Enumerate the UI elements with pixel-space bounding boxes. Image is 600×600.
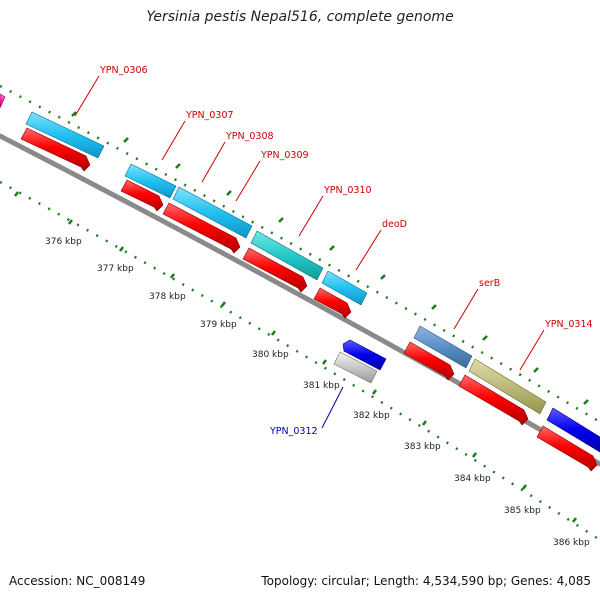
- scale-label: 378 kbp: [149, 292, 186, 302]
- label-leaders: [74, 75, 545, 429]
- outer-ruler-major-ticks: [71, 111, 589, 405]
- scale-label: 384 kbp: [454, 474, 491, 484]
- scale-label: 380 kbp: [252, 350, 289, 360]
- gene-label[interactable]: YPN_0309: [260, 150, 309, 161]
- outer-ruler-track: [0, 84, 600, 424]
- inner-ruler-track: [0, 180, 600, 542]
- gene-bar-right-edge[interactable]: [546, 407, 600, 453]
- scale-labels: 376 kbp 377 kbp 378 kbp 379 kbp 380 kbp …: [45, 237, 590, 548]
- inner-ruler-major-ticks: [13, 191, 578, 523]
- gene-bar-deoD[interactable]: [321, 270, 368, 306]
- leader-line: [355, 229, 382, 271]
- gene-bar-ypn0309[interactable]: [250, 230, 324, 281]
- gene-label[interactable]: YPN_0314: [544, 319, 593, 330]
- cds-arrow[interactable]: [242, 247, 308, 293]
- gene-label[interactable]: YPN_0310: [323, 185, 372, 196]
- gene-track-reverse: [333, 339, 387, 384]
- gene-bar-ypn0312[interactable]: [333, 351, 378, 384]
- topology-text: Topology: circular; Length: 4,534,590 bp…: [261, 574, 591, 588]
- leader-line: [201, 141, 226, 183]
- gene-label[interactable]: YPN_0308: [225, 131, 274, 142]
- gene-track-forward: [0, 93, 600, 453]
- cds-arrow[interactable]: [458, 374, 529, 426]
- accession-text: Accession: NC_008149: [9, 574, 146, 588]
- cds-arrow[interactable]: [536, 425, 598, 472]
- scale-label: 386 kbp: [553, 538, 590, 548]
- cds-track: [20, 127, 598, 472]
- gene-label[interactable]: YPN_0307: [185, 110, 234, 121]
- gene-bar-ypn0308[interactable]: [172, 186, 253, 239]
- scale-label: 379 kbp: [200, 320, 237, 330]
- scale-label: 377 kbp: [97, 264, 134, 274]
- scale-label: 376 kbp: [45, 237, 82, 247]
- gene-label[interactable]: YPN_0312: [269, 426, 318, 437]
- leader-line: [321, 386, 344, 429]
- gene-bar-ypn0306[interactable]: [25, 111, 105, 159]
- cds-arrow[interactable]: [120, 179, 164, 212]
- cds-arrow[interactable]: [162, 202, 241, 254]
- leader-line: [161, 120, 186, 161]
- scale-label: 385 kbp: [504, 506, 541, 516]
- leader-line: [235, 160, 261, 202]
- leader-line: [519, 329, 545, 371]
- genome-title: Yersinia pestis Nepal516, complete genom…: [146, 9, 454, 25]
- gene-arrow-reverse-blue[interactable]: [342, 339, 387, 371]
- gene-bar-ypn0314[interactable]: [468, 358, 547, 415]
- leader-line: [453, 288, 479, 330]
- leader-line: [74, 75, 100, 117]
- scale-label: 382 kbp: [353, 411, 390, 421]
- gene-label[interactable]: deoD: [382, 219, 407, 230]
- gene-label[interactable]: serB: [479, 278, 500, 289]
- gene-bar-ypn0307[interactable]: [124, 163, 177, 199]
- gene-bar-serB[interactable]: [413, 325, 473, 369]
- gene-label[interactable]: YPN_0306: [99, 65, 148, 76]
- cds-arrow[interactable]: [313, 287, 352, 319]
- scale-label: 383 kbp: [404, 442, 441, 452]
- cds-arrow[interactable]: [403, 341, 455, 381]
- scale-label: 381 kbp: [303, 381, 340, 391]
- leader-line: [298, 195, 324, 237]
- cds-arrow[interactable]: [20, 127, 91, 172]
- gene-labels: YPN_0306 YPN_0307 YPN_0308 YPN_0309 YPN_…: [99, 65, 593, 437]
- gene-bar-left-edge[interactable]: [0, 93, 6, 109]
